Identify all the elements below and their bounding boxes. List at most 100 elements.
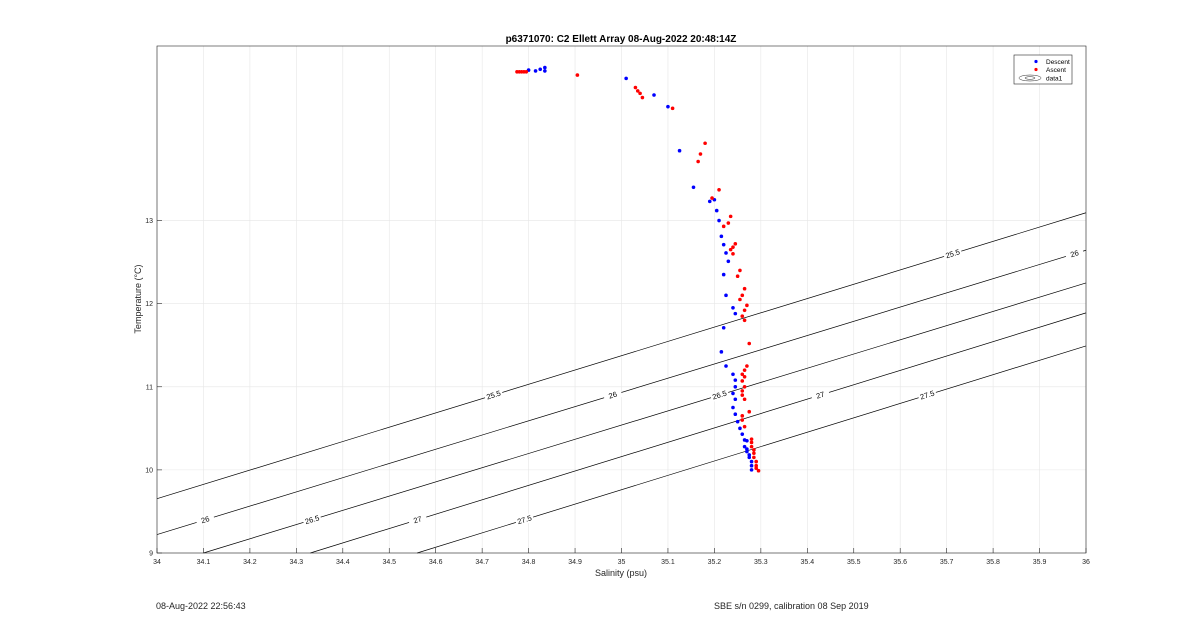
ascent-point — [752, 455, 756, 460]
descent-point — [740, 432, 745, 436]
ascent-point — [740, 393, 745, 397]
descent-point — [749, 459, 754, 464]
descent-point — [543, 69, 547, 73]
contour-label: 27 — [815, 390, 826, 401]
density-contour — [310, 312, 1087, 554]
descent-point — [719, 234, 724, 239]
legend-data1-label: data1 — [1046, 76, 1063, 83]
sensor-calibration-note: SBE s/n 0299, calibration 08 Sep 2019 — [714, 601, 869, 611]
x-axis: 34 34.1 34.2 34.3 34.4 34.5 34.6 34.7 34.8 34.9 35… — [153, 548, 1090, 566]
x-tick-label: 35.7 — [940, 559, 954, 566]
density-contour — [156, 212, 1087, 500]
x-tick-label: 36 — [1082, 559, 1090, 566]
contour-label-bg — [407, 512, 428, 527]
ascent-point — [745, 303, 749, 308]
contour-label: 27 — [412, 514, 423, 525]
ascent-point — [575, 73, 580, 77]
y-axis-label: Temperature (°C) — [133, 264, 143, 333]
ascent-point — [740, 372, 745, 377]
descent-point — [733, 412, 738, 416]
contour-label: 25.5 — [485, 389, 502, 402]
x-tick-label: 35.5 — [847, 559, 861, 566]
x-tick-label: 34.5 — [382, 559, 396, 566]
contour-label-bg — [483, 388, 504, 403]
density-contours: 25.5 25.5 26 26 26 26.5 26.5 27 27 27.5 27.5 — [156, 212, 1087, 554]
descent-point — [742, 444, 747, 449]
legend-contour-icon-inner — [1024, 76, 1036, 80]
contour-label-bg — [302, 512, 323, 527]
descent-point — [533, 69, 538, 73]
legend-ascent-marker — [1034, 67, 1038, 72]
ascent-point — [638, 91, 642, 96]
ascent-point — [717, 187, 721, 192]
ascent-point — [728, 247, 733, 252]
descent-point — [726, 259, 731, 264]
ascent-point — [742, 374, 747, 379]
ascent-point — [633, 85, 638, 90]
y-tick-label: 13 — [145, 218, 153, 225]
legend-box — [1013, 54, 1073, 85]
descent-point — [721, 272, 726, 277]
ascent-point — [740, 414, 745, 418]
ascent-point — [735, 274, 740, 279]
descent-point — [543, 65, 547, 70]
descent-point — [538, 67, 543, 72]
ascent-point — [740, 389, 745, 393]
ascent-point — [747, 409, 752, 414]
ascent-point — [740, 379, 745, 383]
ascent-point — [703, 141, 707, 146]
ascent-point — [710, 196, 714, 200]
descent-point — [714, 208, 719, 213]
descent-point — [749, 468, 754, 472]
x-tick-label: 34.3 — [290, 559, 304, 566]
contour-label-bg — [1064, 246, 1085, 261]
x-tick-label: 34 — [153, 559, 161, 566]
x-tick-label: 35.8 — [986, 559, 1000, 566]
ascent-point — [742, 286, 747, 291]
x-tick-label: 35.4 — [800, 559, 814, 566]
ascent-point — [738, 297, 742, 302]
legend[interactable]: Descent Ascent data1 — [1013, 54, 1073, 85]
descent-point — [666, 104, 670, 109]
ascent-point — [742, 308, 747, 313]
x-tick-label: 35 — [618, 559, 626, 566]
chart-title: p6371070: C2 Ellett Array 08-Aug-2022 20… — [506, 34, 737, 45]
ascent-point — [740, 293, 745, 298]
descent-point — [733, 311, 738, 316]
ascent-point — [747, 341, 752, 346]
ascent-point — [728, 214, 733, 219]
ascent-point — [749, 444, 754, 449]
descent-point — [733, 384, 738, 389]
x-tick-label: 35.1 — [661, 559, 675, 566]
ascent-point — [742, 318, 747, 323]
contour-label: 27.5 — [516, 513, 533, 526]
generated-timestamp: 08-Aug-2022 22:56:43 — [156, 601, 246, 611]
descent-point — [747, 453, 752, 457]
contour-label: 26 — [200, 514, 211, 525]
ascent-point — [756, 468, 761, 473]
ascent-point — [670, 106, 675, 111]
descent-point — [747, 455, 752, 460]
x-tick-label: 34.6 — [429, 559, 443, 566]
ascent-point — [731, 251, 735, 256]
ascent-point — [749, 437, 754, 441]
ascent-point — [696, 159, 700, 164]
x-tick-label: 35.3 — [754, 559, 768, 566]
density-contour — [156, 249, 1087, 535]
ascent-point — [738, 268, 742, 273]
legend-descent-marker — [1034, 59, 1038, 64]
contour-label-bg — [810, 388, 831, 403]
x-tick-label: 34.7 — [475, 559, 489, 566]
x-tick-label: 35.6 — [893, 559, 907, 566]
descent-point — [731, 372, 735, 377]
contour-label-bg — [942, 246, 963, 261]
contour-label: 26.5 — [304, 513, 321, 526]
descent-point — [691, 185, 696, 190]
ascent-point — [742, 384, 747, 389]
descent-point — [749, 463, 754, 468]
ascent-point — [740, 418, 745, 422]
contour-label: 25.5 — [944, 247, 961, 260]
x-tick-label: 35.2 — [708, 559, 722, 566]
contour-label-bg — [917, 388, 938, 403]
descent-point — [652, 93, 656, 97]
